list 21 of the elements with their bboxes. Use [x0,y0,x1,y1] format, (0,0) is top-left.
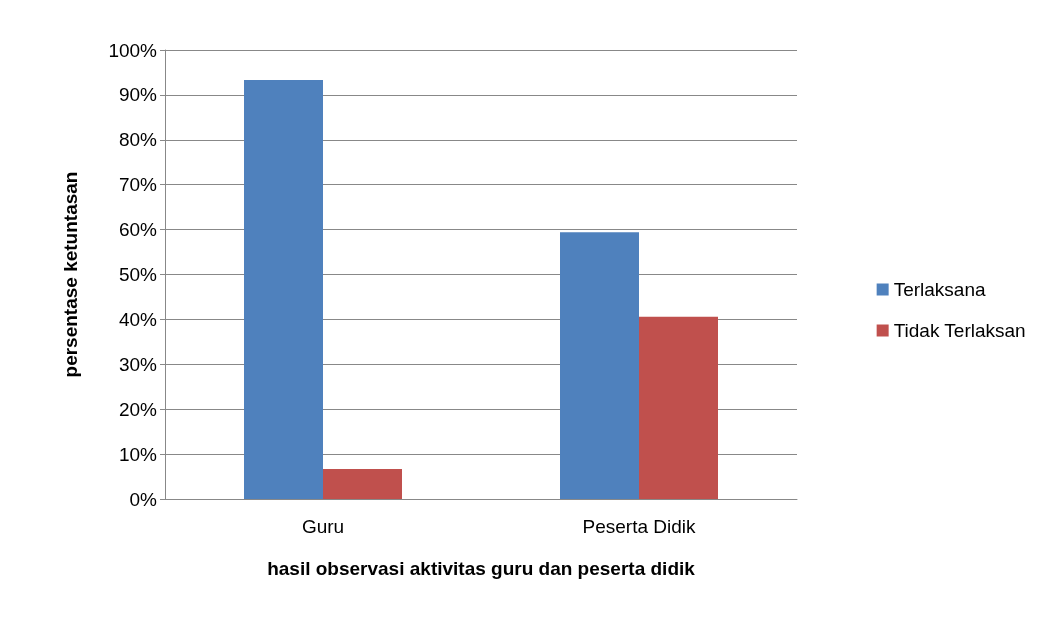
y-tick-label: 100% [108,39,158,61]
y-tick-label: 80% [118,129,158,151]
y-tick-label: 90% [118,84,158,106]
y-tick-label: 60% [118,219,158,241]
x-tick-label: Peserta Didik [582,516,696,537]
y-tick-label: 30% [118,353,158,375]
bar [323,468,402,499]
legend-label: Tidak Terlaksan [893,320,1026,341]
bar [639,316,718,499]
y-axis-title: persentase ketuntasan [60,171,81,378]
y-tick-label: 70% [118,174,158,196]
legend-label: Terlaksana [893,279,986,300]
x-tick-label: Guru [301,516,345,537]
y-tick-label: 50% [118,264,158,285]
y-tick-label: 10% [118,443,158,465]
x-axis-title: hasil observasi aktivitas guru dan peserta didik [267,558,696,579]
y-tick-label: 20% [118,398,158,420]
y-tick-label: 0% [129,488,158,510]
bar [244,80,323,499]
bar [560,232,639,499]
y-tick-label: 40% [118,308,158,330]
